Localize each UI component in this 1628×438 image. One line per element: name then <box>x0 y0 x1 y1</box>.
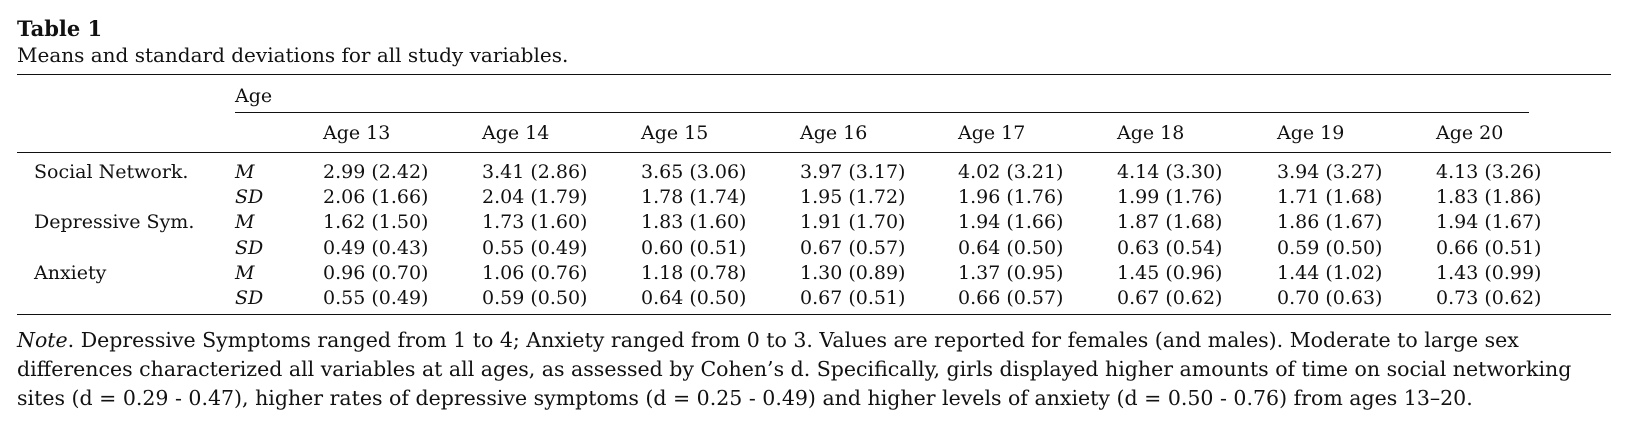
table-cell: 1.94 (1.67) <box>1436 211 1542 233</box>
note-text: . Depressive Symptoms ranged from 1 to 4… <box>17 328 1572 410</box>
table-cell: 0.66 (0.51) <box>1436 237 1542 259</box>
table-cell: 1.73 (1.60) <box>482 211 588 233</box>
table-cell: 3.65 (3.06) <box>641 161 747 183</box>
row-stat-label: SD <box>235 237 264 259</box>
table-cell: 2.04 (1.79) <box>482 186 588 208</box>
table-cell: 1.86 (1.67) <box>1277 211 1383 233</box>
table-cell: 0.63 (0.54) <box>1117 237 1223 259</box>
column-header: Age 15 <box>641 122 709 144</box>
row-variable-label: Anxiety <box>34 262 107 284</box>
table-caption: Means and standard deviations for all st… <box>17 43 569 67</box>
table-cell: 0.66 (0.57) <box>958 287 1064 309</box>
table-cell: 3.97 (3.17) <box>800 161 906 183</box>
table-cell: 0.59 (0.50) <box>1277 237 1383 259</box>
table-cell: 1.94 (1.66) <box>958 211 1064 233</box>
table-cell: 0.67 (0.62) <box>1117 287 1223 309</box>
top-rule <box>17 74 1611 76</box>
table-cell: 4.02 (3.21) <box>958 161 1064 183</box>
column-header: Age 14 <box>482 122 550 144</box>
row-stat-label: SD <box>235 186 264 208</box>
table-cell: 1.87 (1.68) <box>1117 211 1223 233</box>
table-cell: 1.78 (1.74) <box>641 186 747 208</box>
table-cell: 1.83 (1.86) <box>1436 186 1542 208</box>
table-cell: 1.96 (1.76) <box>958 186 1064 208</box>
table-note: Note. Depressive Symptoms ranged from 1 … <box>17 326 1611 413</box>
table-cell: 0.73 (0.62) <box>1436 287 1542 309</box>
table-cell: 1.45 (0.96) <box>1117 262 1223 284</box>
table-cell: 4.14 (3.30) <box>1117 161 1223 183</box>
table-cell: 2.99 (2.42) <box>323 161 429 183</box>
header-rule <box>17 152 1611 154</box>
table-cell: 1.62 (1.50) <box>323 211 429 233</box>
row-stat-label: M <box>235 211 255 233</box>
table-cell: 1.71 (1.68) <box>1277 186 1383 208</box>
table-cell: 1.37 (0.95) <box>958 262 1064 284</box>
table-cell: 0.55 (0.49) <box>482 237 588 259</box>
table-cell: 1.99 (1.76) <box>1117 186 1223 208</box>
table-cell: 1.95 (1.72) <box>800 186 906 208</box>
table-cell: 0.59 (0.50) <box>482 287 588 309</box>
table-cell: 0.60 (0.51) <box>641 237 747 259</box>
column-header: Age 18 <box>1117 122 1185 144</box>
column-header: Age 19 <box>1277 122 1345 144</box>
row-variable-label: Social Network. <box>34 161 189 183</box>
table-cell: 1.44 (1.02) <box>1277 262 1383 284</box>
table-cell: 1.18 (0.78) <box>641 262 747 284</box>
row-variable-label: Depressive Sym. <box>34 211 195 233</box>
table-cell: 1.06 (0.76) <box>482 262 588 284</box>
table-cell: 0.67 (0.57) <box>800 237 906 259</box>
row-stat-label: M <box>235 262 255 284</box>
table-cell: 1.83 (1.60) <box>641 211 747 233</box>
table-cell: 0.96 (0.70) <box>323 262 429 284</box>
table-cell: 4.13 (3.26) <box>1436 161 1542 183</box>
row-stat-label: SD <box>235 287 264 309</box>
table-cell: 0.55 (0.49) <box>323 287 429 309</box>
column-header: Age 16 <box>800 122 868 144</box>
column-header: Age 20 <box>1436 122 1504 144</box>
table-cell: 3.94 (3.27) <box>1277 161 1383 183</box>
note-lead: Note <box>17 328 68 352</box>
column-spanner: Age <box>235 85 273 107</box>
column-header: Age 17 <box>958 122 1026 144</box>
table-label: Table 1 <box>17 16 103 41</box>
table-cell: 3.41 (2.86) <box>482 161 588 183</box>
bottom-rule <box>17 314 1611 316</box>
table-cell: 0.70 (0.63) <box>1277 287 1383 309</box>
table-cell: 0.64 (0.50) <box>641 287 747 309</box>
table-cell: 0.49 (0.43) <box>323 237 429 259</box>
table-cell: 0.64 (0.50) <box>958 237 1064 259</box>
table-cell: 1.91 (1.70) <box>800 211 906 233</box>
column-header: Age 13 <box>323 122 391 144</box>
table-cell: 0.67 (0.51) <box>800 287 906 309</box>
spanner-rule <box>235 112 1529 114</box>
table-cell: 1.43 (0.99) <box>1436 262 1542 284</box>
table-cell: 2.06 (1.66) <box>323 186 429 208</box>
row-stat-label: M <box>235 161 255 183</box>
table-cell: 1.30 (0.89) <box>800 262 906 284</box>
